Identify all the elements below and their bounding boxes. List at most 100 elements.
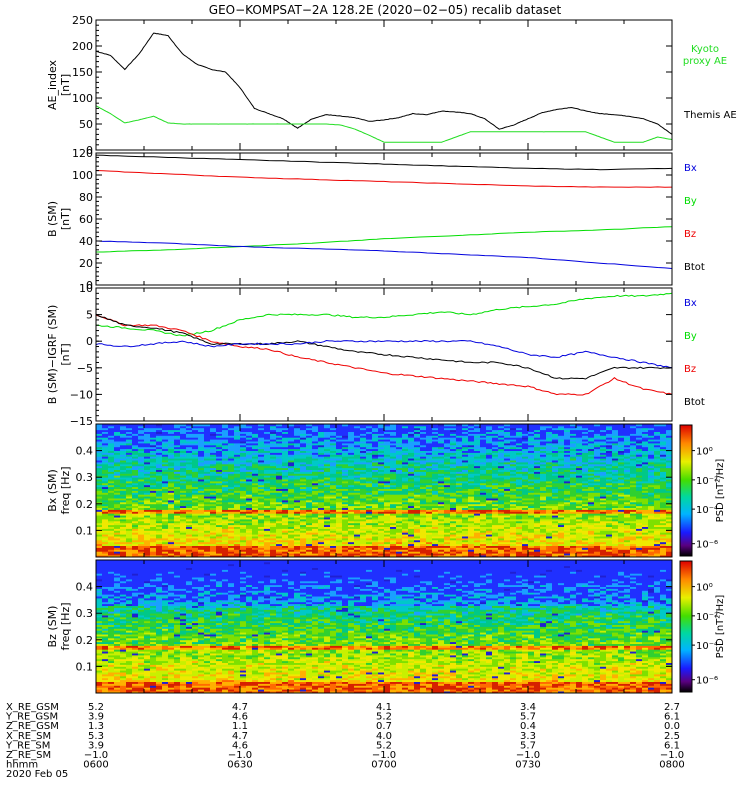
spectrogram-cell bbox=[138, 555, 145, 558]
spectrogram-cell bbox=[114, 507, 121, 510]
spectrogram-cell bbox=[120, 490, 127, 493]
spectrogram-cell bbox=[186, 515, 193, 518]
series-group-db bbox=[95, 292, 673, 396]
spectrogram-cell bbox=[144, 437, 151, 440]
spectrogram-cell bbox=[198, 501, 205, 505]
spectrogram-cell bbox=[96, 500, 103, 503]
spectrogram-cell bbox=[138, 431, 145, 434]
spectrogram-cell bbox=[156, 522, 163, 526]
spectrogram-cell bbox=[108, 463, 115, 467]
spectrogram-cell bbox=[192, 467, 199, 470]
spectrogram-cell bbox=[174, 522, 181, 526]
spectrogram-cell bbox=[126, 515, 133, 518]
spectrogram-cell bbox=[108, 454, 115, 457]
spectrogram-cell bbox=[174, 437, 181, 440]
spectrogram-cell bbox=[132, 437, 139, 440]
spectrogram-cell bbox=[114, 463, 121, 467]
spectrogram-cell bbox=[120, 530, 127, 533]
spectrogram-cell bbox=[120, 515, 127, 518]
spectrogram-cell bbox=[138, 435, 145, 438]
spectrogram-cell bbox=[192, 452, 199, 455]
spectrogram-cell bbox=[126, 528, 133, 531]
spectrogram-cell bbox=[186, 446, 193, 450]
spectrogram-cell bbox=[108, 545, 115, 548]
spectrogram-cell bbox=[108, 477, 115, 480]
spectrogram-cell bbox=[192, 431, 199, 434]
spectrogram-cell bbox=[168, 450, 175, 453]
spectrogram-cell bbox=[150, 448, 157, 451]
spectrogram-cell bbox=[126, 519, 133, 522]
spectrogram-cell bbox=[96, 463, 103, 467]
spectrogram-cell bbox=[156, 503, 163, 507]
spectrogram-cell bbox=[180, 492, 187, 495]
spectrogram-cell bbox=[138, 463, 145, 467]
spectrogram-cell bbox=[144, 481, 151, 484]
spectrogram-cell bbox=[192, 507, 199, 510]
spectrogram-cell bbox=[174, 536, 181, 539]
spectrogram-cell bbox=[198, 431, 205, 434]
spectrogram-cell bbox=[96, 532, 103, 535]
spectrogram-cell bbox=[192, 501, 199, 505]
spectrogram-cell bbox=[108, 520, 115, 524]
spectrogram-cell bbox=[186, 424, 193, 427]
spectrogram-cell bbox=[138, 450, 145, 453]
spectrogram-cell bbox=[96, 522, 103, 526]
spectrogram-cell bbox=[156, 424, 163, 427]
spectrogram-cell bbox=[120, 437, 127, 440]
spectrogram-cell bbox=[156, 443, 163, 446]
spectrogram-cell bbox=[144, 441, 151, 444]
spectrogram-cell bbox=[180, 444, 187, 448]
spectrogram-cell bbox=[162, 532, 169, 535]
spectrogram-cell bbox=[168, 475, 175, 478]
spectrogram-cell bbox=[174, 511, 181, 514]
spectrogram-cell bbox=[150, 509, 157, 512]
spectrogram-cell bbox=[138, 524, 145, 527]
spectrogram-cell bbox=[144, 528, 151, 531]
spectrogram-cell bbox=[132, 475, 139, 478]
spectrogram-cell bbox=[162, 433, 169, 436]
spectrogram-cell bbox=[108, 536, 115, 539]
series-line-btot bbox=[95, 313, 673, 380]
spectrogram-cell bbox=[144, 503, 151, 507]
spectrogram-cell bbox=[132, 513, 139, 516]
spectrogram-cell bbox=[96, 501, 103, 505]
spectrogram-cell bbox=[174, 496, 181, 499]
spectrogram-cell bbox=[174, 503, 181, 507]
spectrogram-cell bbox=[192, 425, 199, 429]
spectrogram-cell bbox=[102, 427, 109, 431]
spectrogram-cell bbox=[108, 460, 115, 463]
spectrogram-cell bbox=[192, 486, 199, 489]
spectrogram-cell bbox=[156, 462, 163, 465]
spectrogram-cell bbox=[96, 460, 103, 463]
spectrogram-cell bbox=[192, 441, 199, 444]
spectrogram-cell bbox=[192, 429, 199, 432]
spectrogram-cell bbox=[186, 439, 193, 442]
spectrogram-cell bbox=[138, 522, 145, 526]
spectrogram-cell bbox=[162, 536, 169, 539]
spectrogram-cell bbox=[114, 469, 121, 472]
axes-frame-db bbox=[95, 287, 673, 422]
spectrogram-cell bbox=[126, 549, 133, 552]
spectrogram-cell bbox=[192, 530, 199, 533]
spectrogram-cell bbox=[96, 530, 103, 533]
spectrogram-cell bbox=[168, 482, 175, 486]
spectrogram-cell bbox=[132, 458, 139, 461]
spectrogram-cell bbox=[198, 441, 205, 444]
spectrogram-cell bbox=[96, 482, 103, 486]
spectrogram-cell bbox=[186, 498, 193, 501]
spectrogram-cell bbox=[156, 446, 163, 450]
spectrogram-cell bbox=[108, 551, 115, 554]
spectrogram-cell bbox=[96, 456, 103, 459]
spectrogram-cell bbox=[144, 517, 151, 520]
spectrogram-cell bbox=[132, 536, 139, 539]
spectrogram-cell bbox=[144, 555, 151, 558]
spectrogram-cell bbox=[180, 486, 187, 489]
spectrogram-cell bbox=[120, 501, 127, 505]
spectrogram-cell bbox=[186, 481, 193, 484]
spectrogram-cell bbox=[168, 534, 175, 537]
spectrogram-cell bbox=[102, 481, 109, 484]
spectrogram-cell bbox=[114, 515, 121, 518]
spectrogram-cell bbox=[162, 448, 169, 451]
spectrogram-cell bbox=[120, 425, 127, 429]
